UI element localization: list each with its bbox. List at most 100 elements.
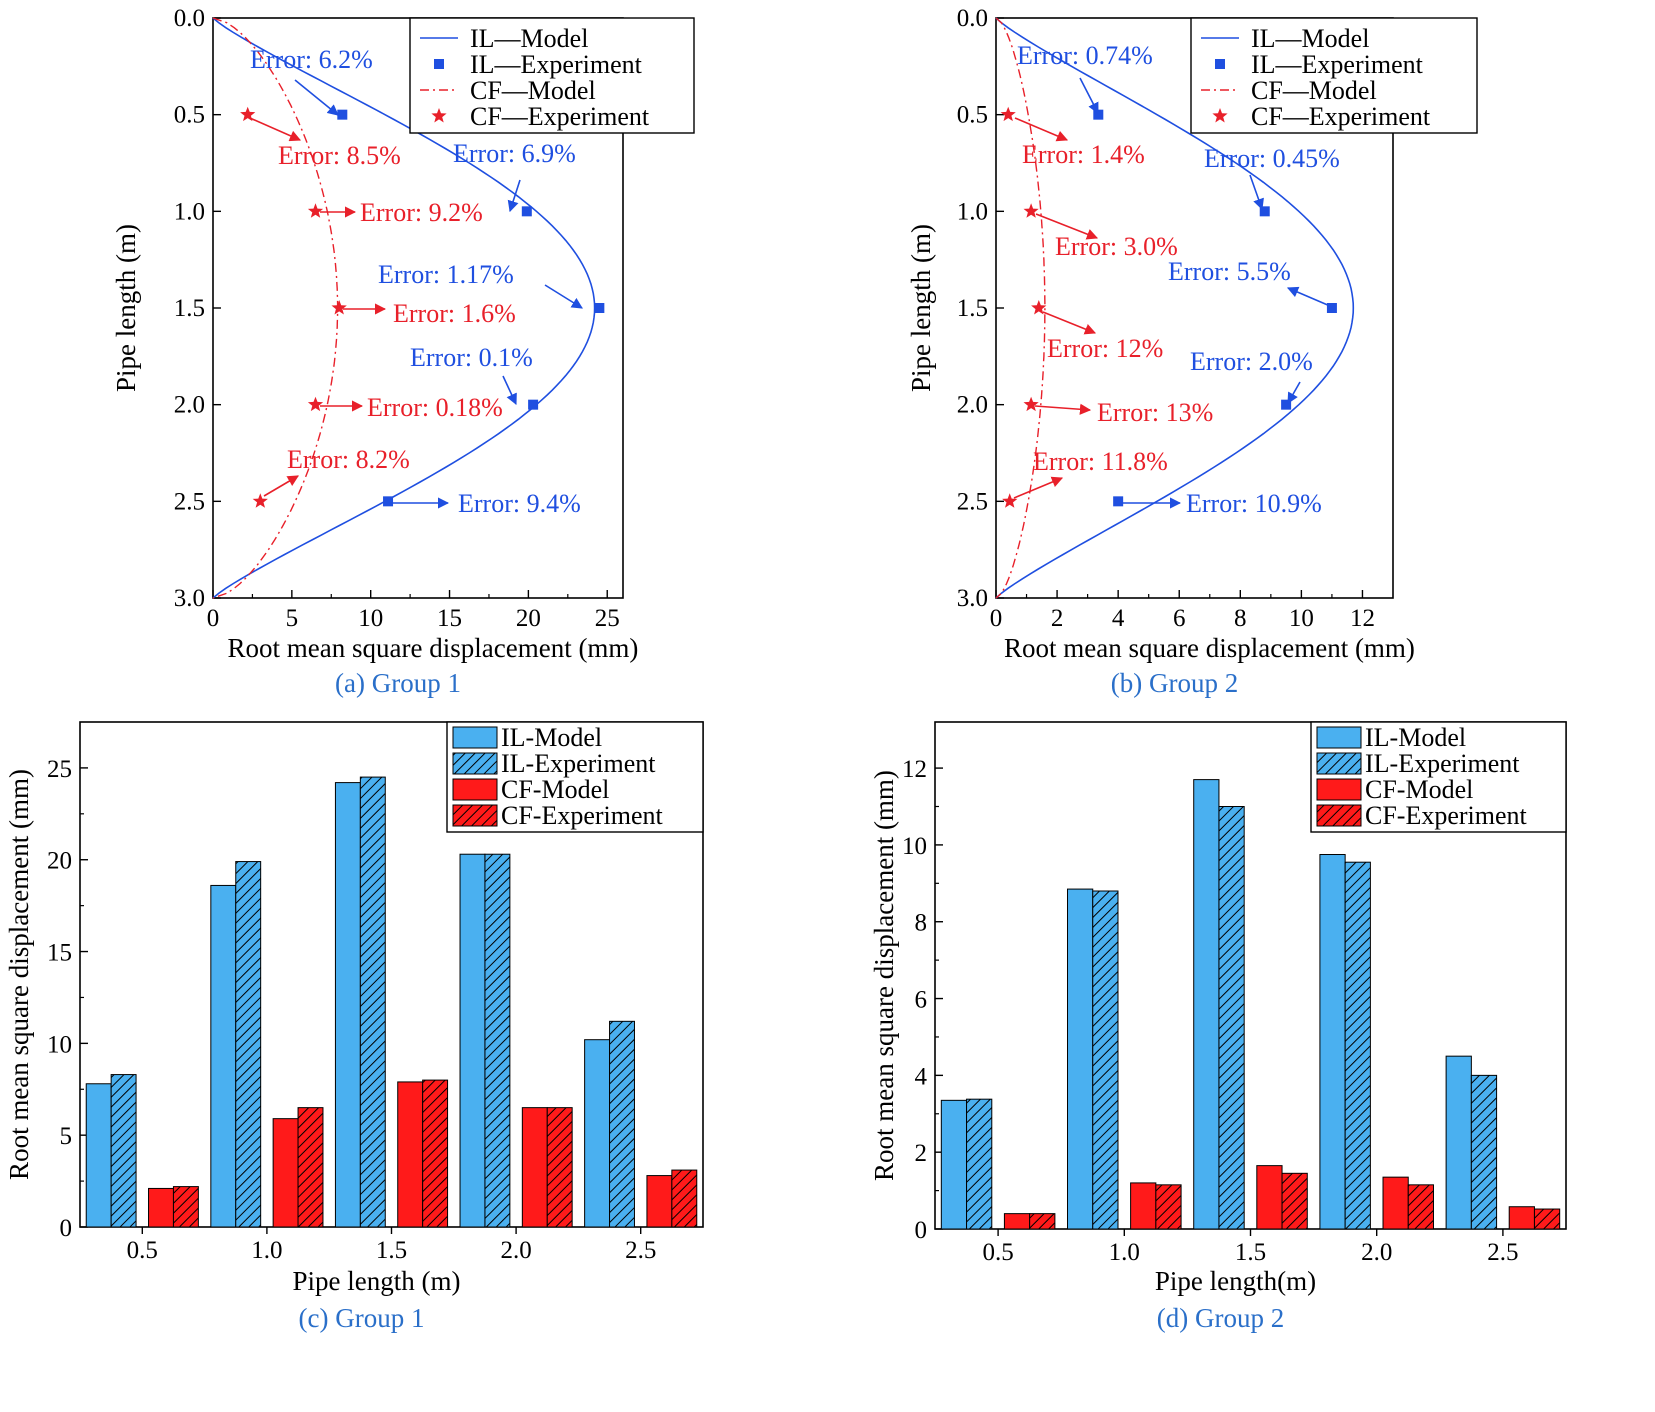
x-tick-label: 20 (516, 605, 541, 632)
x-tick-label: 4 (1112, 605, 1125, 632)
il-experiment-point (1281, 399, 1292, 410)
y-tick-label: 2.5 (957, 488, 988, 515)
x-tick-label: 12 (1350, 605, 1375, 632)
cf-experiment-bar (1155, 1184, 1182, 1230)
x-tick-label: 5 (286, 605, 299, 632)
legend-key-il-experiment (1215, 59, 1225, 69)
x-axis-label: Root mean square displacement (mm) (1004, 633, 1415, 663)
cf-model-bar (1003, 1213, 1031, 1230)
cf-experiment-point (1023, 203, 1039, 218)
legend-label: CF-Model (1365, 775, 1473, 804)
annotation-arrow (507, 179, 521, 213)
cf-experiment-bar (546, 1107, 573, 1228)
il-experiment-point (1113, 496, 1124, 507)
x-tick-label: 0 (207, 605, 220, 632)
il-experiment-bar (1092, 890, 1119, 1230)
annotation-arrow (1035, 213, 1099, 240)
y-tick-label: 3.0 (957, 585, 988, 612)
annotation-arrow (1286, 286, 1331, 307)
legend-label: CF—Model (1251, 76, 1377, 105)
legend-label: CF—Model (470, 76, 596, 105)
il-experiment-bar (359, 776, 386, 1228)
y-tick-label: 1.5 (957, 295, 988, 322)
cf-experiment-point (1000, 106, 1016, 122)
legend-label: IL—Experiment (1251, 50, 1424, 79)
error-annotation: Error: 8.2% (287, 445, 410, 474)
error-annotation: Error: 3.0% (1055, 232, 1178, 261)
legend-label: CF-Model (501, 775, 609, 804)
il-experiment-point (594, 303, 605, 313)
legend-label: IL-Experiment (1365, 749, 1520, 778)
cf-experiment-point (307, 396, 324, 412)
panel-a: 0 5 10 15 20 25 0.0 0.5 1.0 1.5 2.0 2.5 3.0 Root mean… (111, 5, 695, 698)
x-axis-label: Root mean square displacement (mm) (228, 633, 639, 663)
error-annotation: Error: 0.1% (410, 343, 533, 372)
cf-model-bar (521, 1107, 548, 1228)
il-experiment-point (1259, 206, 1270, 217)
annotation-arrow (544, 284, 583, 309)
error-annotation: Error: 13% (1097, 398, 1213, 427)
y-tick-label: 0.5 (174, 102, 205, 129)
x-tick-label: 15 (437, 605, 462, 632)
il-experiment-point (521, 206, 532, 217)
il-experiment-bar (110, 1074, 137, 1228)
legend-label: CF-Experiment (1365, 801, 1528, 830)
error-annotation: Error: 0.45% (1204, 144, 1340, 173)
il-experiment-point (337, 109, 348, 120)
y-axis-label: Pipe length (m) (906, 224, 936, 392)
il-experiment-bar (484, 853, 511, 1228)
il-model-bar (584, 1039, 611, 1228)
legend-key-cf-experiment (1212, 108, 1228, 123)
cf-model-line (995, 17, 1046, 599)
il-model-bar (1445, 1055, 1472, 1230)
panel-caption: (a) Group 1 (335, 668, 461, 698)
legend-key-cf-experiment (431, 108, 447, 123)
legend-label: IL—Experiment (470, 50, 643, 79)
error-annotation: Error: 2.0% (1190, 347, 1313, 376)
x-tick-label: 25 (595, 605, 620, 632)
error-annotation: Error: 8.5% (278, 141, 401, 170)
legend-swatch-cf-model (1316, 778, 1362, 801)
y-tick-label: 5 (60, 1123, 73, 1150)
annotation-arrow (294, 79, 339, 116)
annotation-arrow (249, 117, 302, 142)
legend-label: CF—Experiment (470, 102, 650, 131)
x-tick-label: 2 (1051, 605, 1064, 632)
legend-label: IL-Experiment (501, 749, 656, 778)
x-tick-label: 2.5 (625, 1237, 656, 1264)
cf-experiment-bar (172, 1186, 199, 1228)
cf-model-bar (148, 1187, 174, 1228)
panel-c: 0 5 10 15 20 25 0.5 1.0 1.5 2.0 2.5 Pipe length (m)… (4, 721, 704, 1333)
cf-experiment-point (1002, 493, 1018, 508)
error-annotation: Error: 1.4% (1022, 140, 1145, 169)
error-annotation: Error: 6.9% (453, 139, 576, 168)
il-experiment-bar (966, 1098, 993, 1230)
error-annotation: Error: 5.5% (1168, 257, 1291, 286)
legend-swatch-il-model (452, 726, 498, 749)
y-axis-label: Root mean square displacement (mm) (869, 770, 899, 1181)
cf-experiment-bar (1281, 1172, 1308, 1230)
legend-label: IL—Model (470, 24, 588, 53)
cf-model-bar (646, 1175, 673, 1228)
error-annotation: Error: 0.74% (1017, 41, 1153, 70)
annotation-arrow (1079, 77, 1099, 114)
il-model-bar (459, 853, 486, 1228)
y-tick-label: 0 (915, 1217, 928, 1244)
il-model-bar (210, 884, 237, 1228)
y-tick-label: 12 (902, 756, 927, 783)
y-tick-label: 1.5 (174, 295, 205, 322)
error-annotation: Error: 9.2% (360, 198, 483, 227)
y-tick-label: 1.0 (174, 198, 205, 225)
annotation-arrow (502, 375, 517, 406)
il-model-bar (1319, 854, 1346, 1230)
cf-experiment-point (1031, 300, 1047, 315)
y-tick-label: 4 (915, 1063, 928, 1090)
il-model-bar (1193, 779, 1220, 1230)
cf-experiment-bar (1533, 1208, 1561, 1230)
il-model-bar (1067, 888, 1094, 1230)
annotation-arrow (1014, 117, 1069, 142)
x-tick-label: 1.0 (1109, 1239, 1140, 1266)
error-annotation: Error: 1.17% (378, 260, 514, 289)
x-axis-label: Pipe length(m) (1155, 1266, 1316, 1296)
